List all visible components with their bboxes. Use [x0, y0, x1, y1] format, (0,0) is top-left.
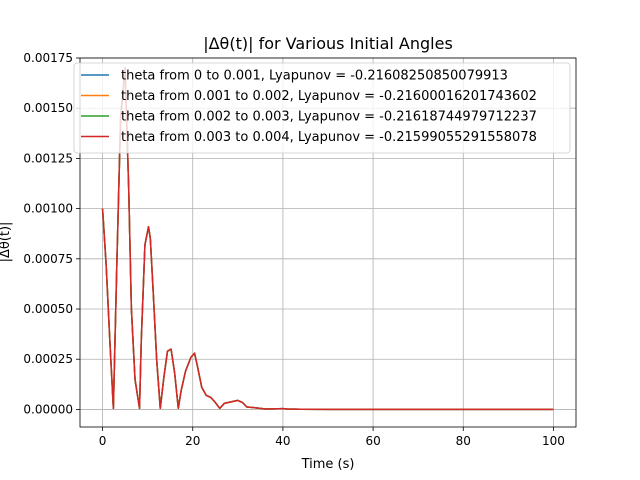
legend-label-2: theta from 0.001 to 0.002, Lyapunov = -0… [121, 89, 537, 104]
x-axis-ticks: 0 20 40 60 80 100 [99, 427, 565, 448]
y-axis-label: |Δθ(t)| [0, 222, 13, 263]
series-lines [101, 67, 554, 411]
y-tick-label: 0.00150 [23, 101, 73, 115]
x-tick-label: 60 [365, 434, 380, 448]
legend-entries: theta from 0 to 0.001, Lyapunov = -0.216… [81, 69, 537, 145]
chart-title: |Δθ(t)| for Various Initial Angles [203, 34, 453, 53]
legend-label-4: theta from 0.003 to 0.004, Lyapunov = -0… [121, 130, 537, 145]
x-axis-label: Time (s) [301, 457, 355, 472]
y-tick-label: 0.00050 [23, 302, 73, 316]
y-tick-label: 0.00125 [23, 151, 73, 165]
y-axis-ticks: 0.00000 0.00025 0.00050 0.00075 0.00100 0.001… [23, 51, 80, 416]
legend-label-1: theta from 0 to 0.001, Lyapunov = -0.216… [121, 69, 508, 84]
series-line-4 [101, 67, 554, 411]
x-tick-label: 0 [99, 434, 107, 448]
y-tick-label: 0.00100 [23, 202, 73, 216]
y-tick-label: 0.00075 [23, 252, 73, 266]
plot-frame [79, 57, 577, 428]
x-tick-label: 80 [456, 434, 471, 448]
legend-box [73, 62, 571, 154]
x-tick-label: 100 [542, 434, 565, 448]
x-tick-label: 20 [185, 434, 200, 448]
legend-label-3: theta from 0.002 to 0.003, Lyapunov = -0… [121, 110, 537, 125]
y-tick-label: 0.00025 [23, 352, 73, 366]
y-tick-label: 0.00000 [23, 402, 73, 416]
x-tick-label: 40 [275, 434, 290, 448]
y-tick-label: 0.00175 [23, 51, 73, 65]
legend: theta from 0 to 0.001, Lyapunov = -0.216… [73, 62, 571, 154]
